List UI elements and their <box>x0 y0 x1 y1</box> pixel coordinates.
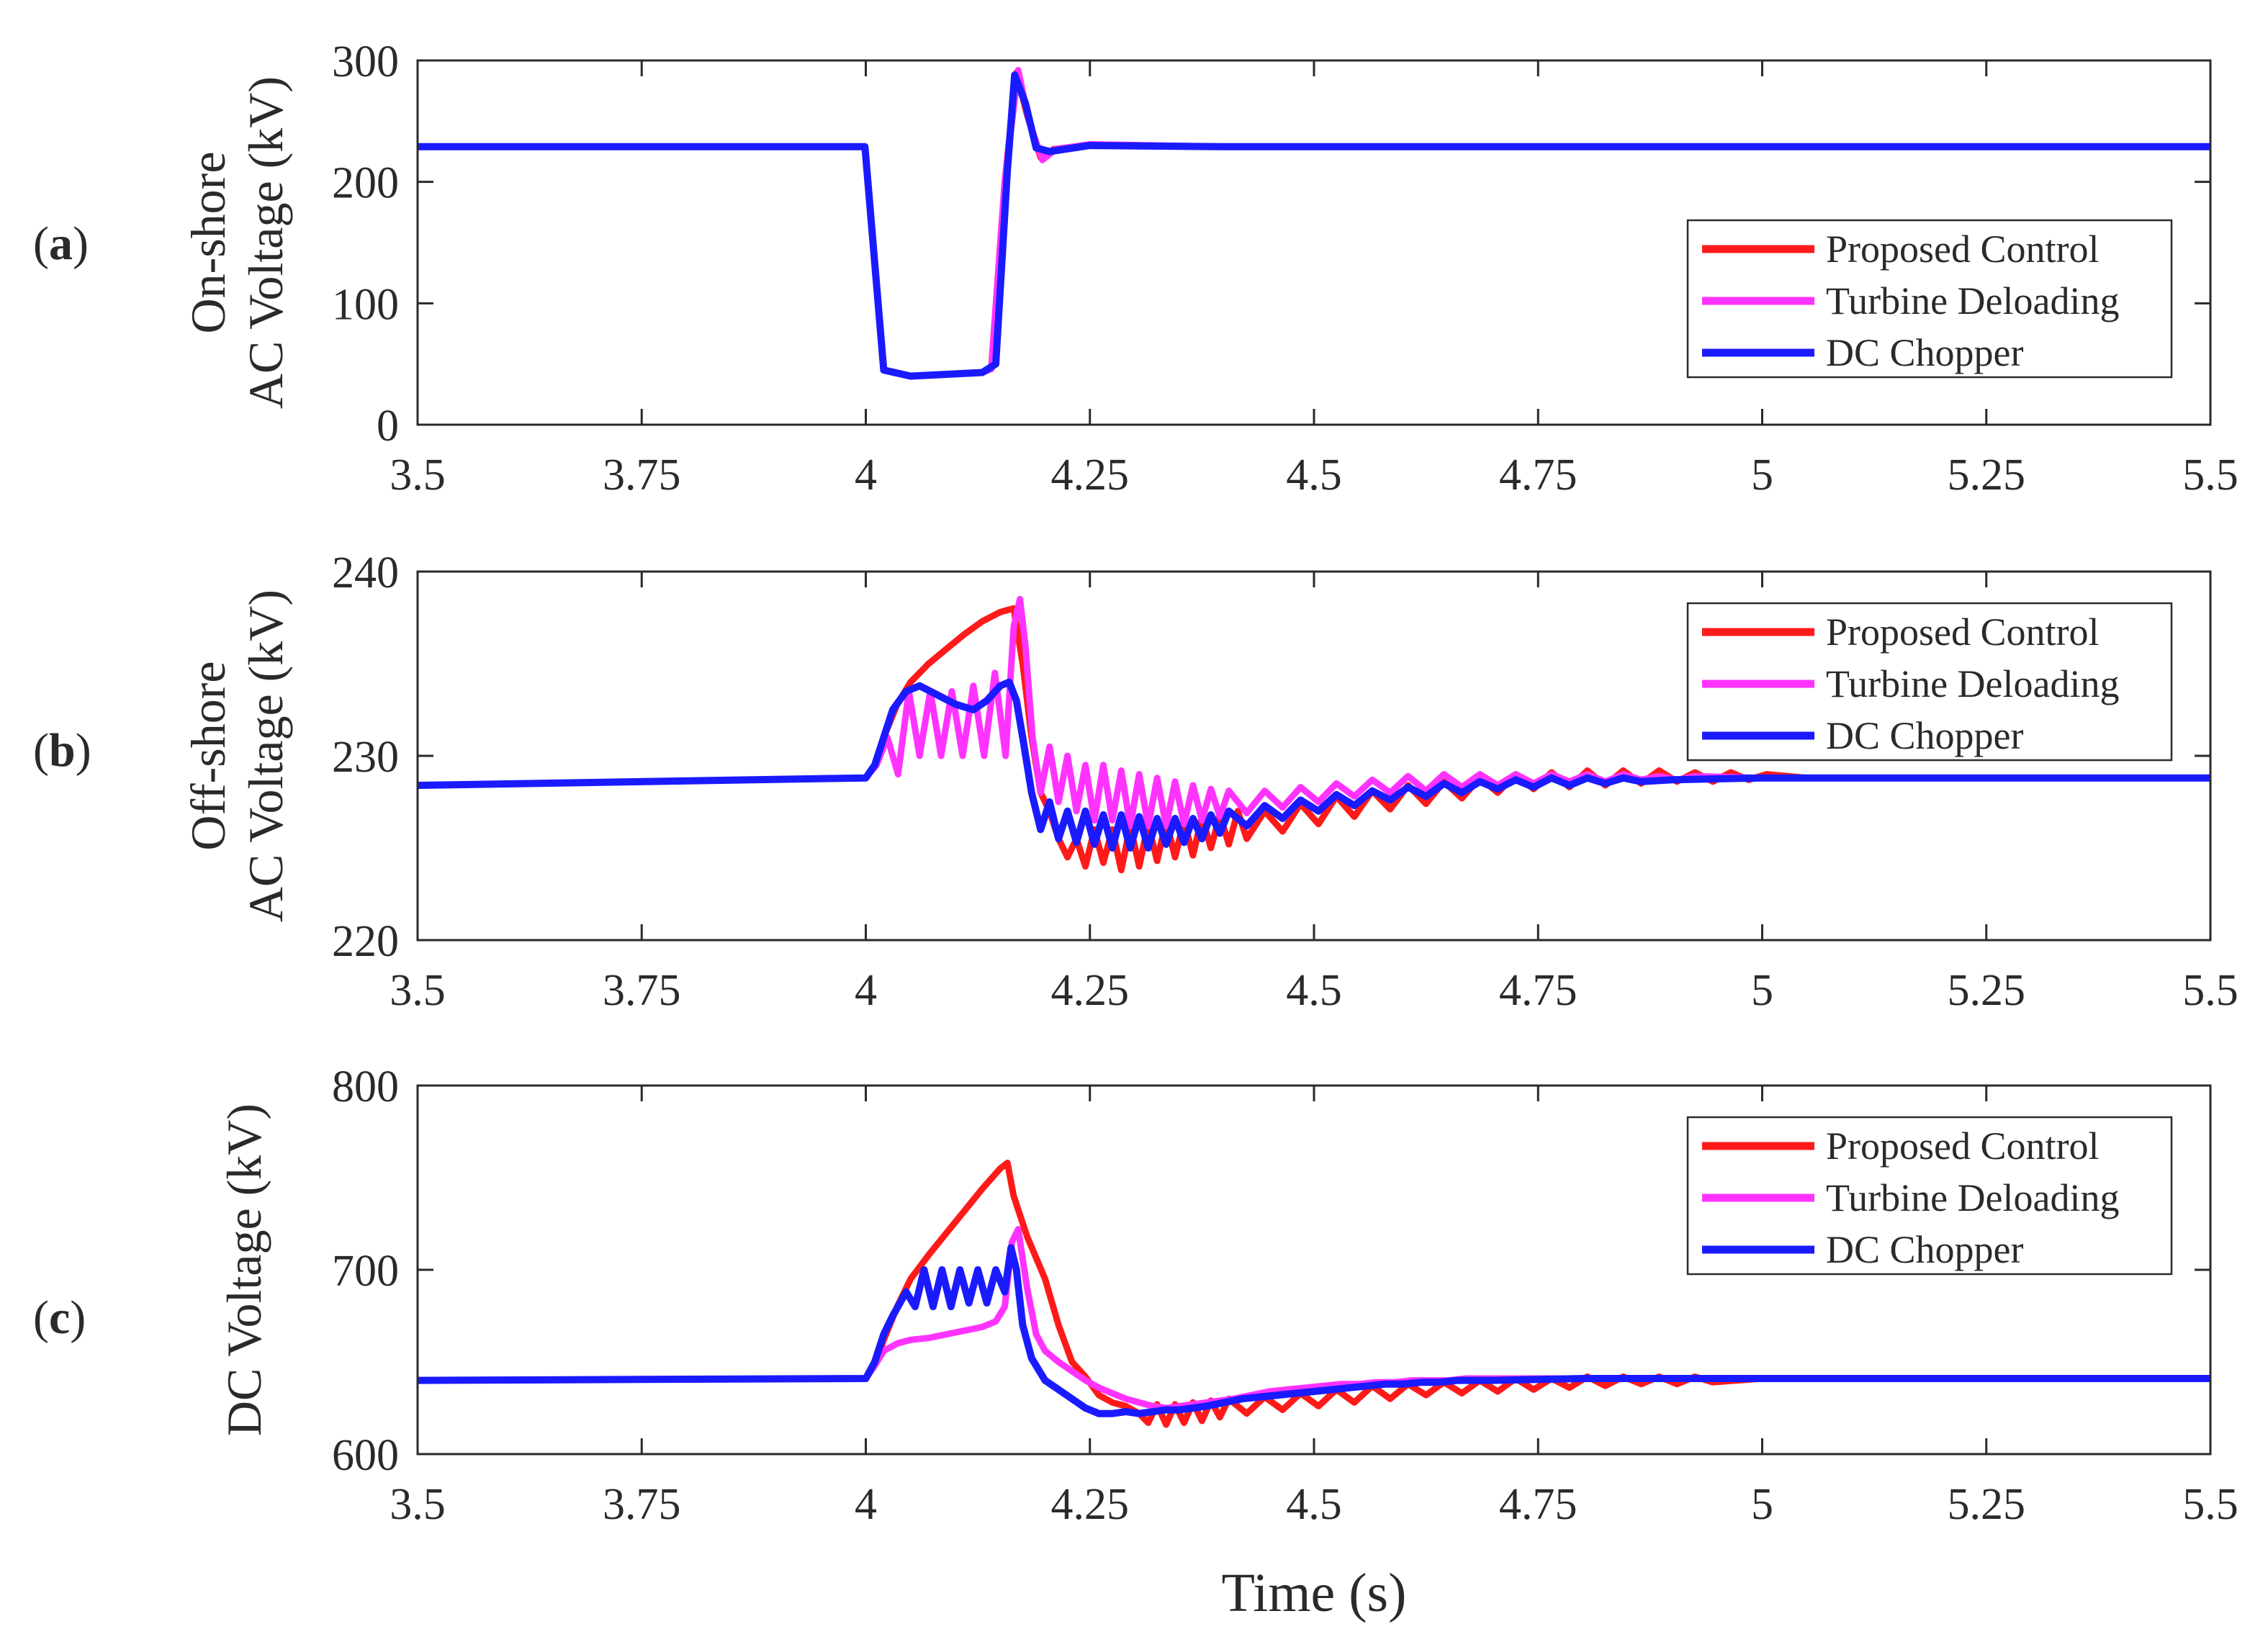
x-tick-label: 4.75 <box>1499 1480 1578 1529</box>
x-tick-label: 3.75 <box>603 966 681 1015</box>
y-tick-label: 230 <box>332 733 399 782</box>
y-axis-label: On-shore <box>181 151 235 333</box>
x-tick-label: 3.5 <box>390 1480 446 1529</box>
panel-label-close: ) <box>70 1291 86 1344</box>
series-group <box>418 67 2210 380</box>
panel-label: (a) <box>33 217 89 270</box>
legend-label: Turbine Deloading <box>1826 1176 2119 1219</box>
panel-label-close: ) <box>73 217 89 270</box>
legend: Proposed Control Turbine Deloading DC Chop… <box>1686 219 2173 379</box>
y-tick-label: 100 <box>332 280 399 329</box>
y-axis-label: Off-shore <box>181 661 235 850</box>
y-tick-label: 600 <box>332 1431 399 1480</box>
chart-panel-c: 3.5 3.75 4 4.25 4.5 4.75 5 5.25 5.5 600 700 800 DC V… <box>33 1062 2238 1623</box>
x-tick-label: 5.25 <box>1948 1480 2026 1529</box>
series-line-dc-chopper <box>418 678 2210 852</box>
x-tick-label: 4 <box>855 1480 877 1529</box>
x-tick-label: 5.25 <box>1948 451 2026 500</box>
legend-label: Proposed Control <box>1826 610 2100 654</box>
x-tick-label: 4 <box>855 451 877 500</box>
y-tick-label: 200 <box>332 159 399 208</box>
x-tick-label: 5.5 <box>2182 966 2238 1015</box>
x-axis-label: Time (s) <box>1222 1563 1407 1623</box>
x-tick-label: 4.75 <box>1499 451 1578 500</box>
x-tick-label: 3.5 <box>390 966 446 1015</box>
x-tick-label: 4.25 <box>1051 1480 1130 1529</box>
y-axis-label: AC Voltage (kV) <box>238 590 293 922</box>
series-line-dc-chopper <box>418 71 2210 380</box>
panel-label-open: ( <box>33 724 49 777</box>
x-tick-label: 4.5 <box>1286 966 1342 1015</box>
legend: Proposed Control Turbine Deloading DC Chop… <box>1686 1116 2173 1276</box>
legend: Proposed Control Turbine Deloading DC Chop… <box>1686 602 2173 762</box>
y-tick-label: 700 <box>332 1247 399 1296</box>
legend-label: DC Chopper <box>1826 1228 2024 1271</box>
x-tick-label: 5 <box>1751 1480 1773 1529</box>
x-tick-label: 4.5 <box>1286 1480 1342 1529</box>
x-tick-label: 4.75 <box>1499 966 1578 1015</box>
panel-label: (c) <box>33 1291 86 1344</box>
y-axis-label: DC Voltage (kV) <box>217 1104 271 1436</box>
x-tick-label: 3.75 <box>603 1480 681 1529</box>
legend-label: DC Chopper <box>1826 331 2024 374</box>
x-tick-label: 5.5 <box>2182 451 2238 500</box>
y-tick-label: 300 <box>332 37 399 86</box>
y-axis-label: AC Voltage (kV) <box>238 76 293 409</box>
series-line-dc-chopper <box>418 1244 2210 1417</box>
series-group <box>418 595 2210 874</box>
y-tick-label: 240 <box>332 549 399 597</box>
x-tick-label: 4.5 <box>1286 451 1342 500</box>
legend-label: Proposed Control <box>1826 227 2100 271</box>
panel-label-open: ( <box>33 1291 49 1344</box>
x-tick-label: 5.5 <box>2182 1480 2238 1529</box>
x-tick-label: 5 <box>1751 966 1773 1015</box>
x-tick-label: 3.5 <box>390 451 446 500</box>
panel-label-open: ( <box>33 217 49 270</box>
panel-label-letter: b <box>49 724 76 777</box>
legend-label: Turbine Deloading <box>1826 662 2119 705</box>
legend-label: DC Chopper <box>1826 714 2024 757</box>
panel-label: (b) <box>33 724 91 777</box>
chart-panel-b: 3.5 3.75 4 4.25 4.5 4.75 5 5.25 5.5 220 230 240 Off-… <box>33 549 2238 1015</box>
x-tick-label: 4.25 <box>1051 451 1130 500</box>
x-tick-label: 4 <box>855 966 877 1015</box>
y-tick-label: 800 <box>332 1062 399 1111</box>
legend-label: Turbine Deloading <box>1826 279 2119 322</box>
y-tick-label: 0 <box>377 402 399 451</box>
panel-label-letter: a <box>49 217 73 270</box>
series-group <box>418 1160 2210 1428</box>
x-tick-label: 5 <box>1751 451 1773 500</box>
x-tick-label: 4.25 <box>1051 966 1130 1015</box>
legend-label: Proposed Control <box>1826 1124 2100 1168</box>
panel-label-letter: c <box>49 1291 70 1344</box>
panel-label-close: ) <box>76 724 91 777</box>
y-tick-label: 220 <box>332 917 399 966</box>
x-tick-label: 5.25 <box>1948 966 2026 1015</box>
x-tick-label: 3.75 <box>603 451 681 500</box>
chart-panel-a: 3.5 3.75 4 4.25 4.5 4.75 5 5.25 5.5 0 100 200 300 On-… <box>33 37 2238 500</box>
